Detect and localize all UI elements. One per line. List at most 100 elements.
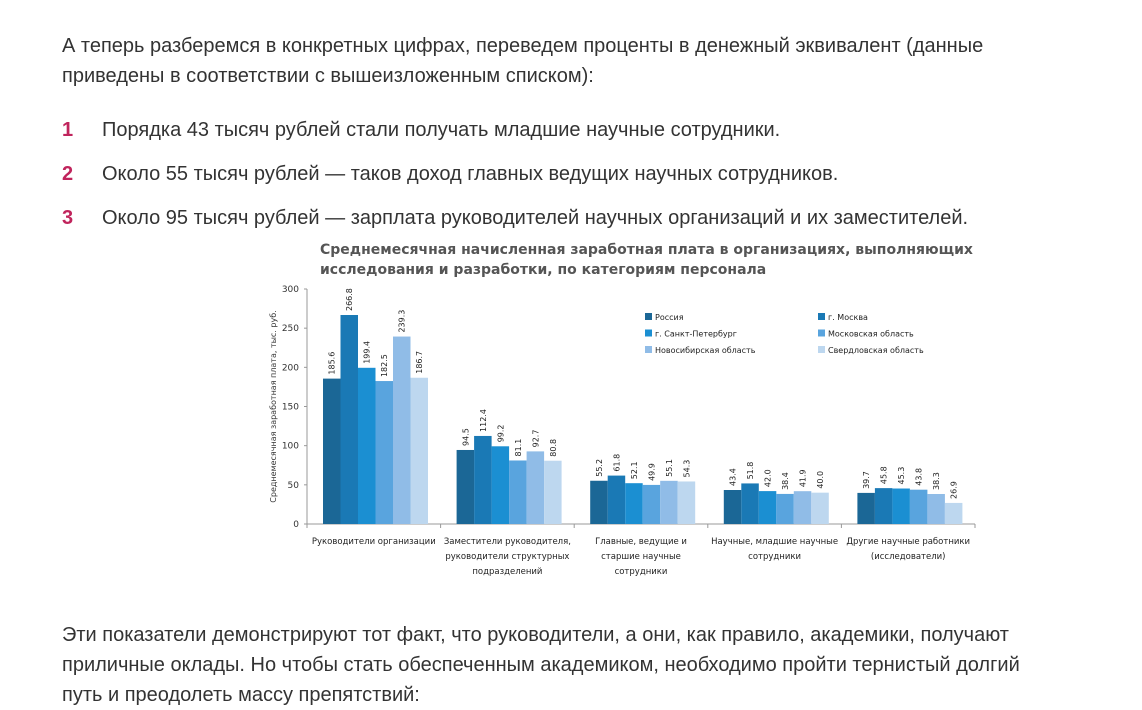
bar — [642, 484, 661, 524]
x-category-label: старшие научные — [601, 552, 681, 562]
data-label: 38.3 — [932, 472, 941, 490]
bar — [590, 480, 608, 524]
bar — [793, 491, 812, 524]
data-label: 266.8 — [345, 288, 354, 311]
y-axis-label: Среднемесячная заработная плата, тыс. ру… — [269, 310, 278, 502]
x-category-label: сотрудники — [748, 552, 801, 562]
bar — [677, 481, 696, 524]
bar — [323, 378, 341, 524]
bar — [526, 451, 545, 524]
data-label: 80.8 — [549, 439, 558, 457]
data-label: 99.2 — [496, 424, 505, 442]
data-label: 239.3 — [398, 310, 407, 333]
bar — [660, 480, 678, 524]
y-tick-label: 200 — [282, 363, 299, 373]
legend-label: Новосибирская область — [655, 346, 756, 355]
bar — [927, 493, 945, 524]
data-label: 40.0 — [816, 471, 825, 489]
bar — [723, 490, 742, 524]
data-label: 39.7 — [862, 471, 871, 489]
list-item: 3 Около 95 тысяч рублей — зарплата руково… — [62, 207, 968, 230]
bar — [358, 367, 376, 524]
data-label: 112.4 — [479, 409, 488, 432]
chart-title: Среднемесячная начисленная заработная пл… — [320, 242, 973, 258]
bar — [857, 492, 875, 524]
data-label: 61.8 — [612, 454, 621, 472]
outro-line-2: приличные оклады. Но чтобы стать обеспеч… — [62, 654, 1020, 676]
data-label: 94.5 — [461, 428, 470, 446]
legend-swatch — [645, 313, 652, 320]
bar — [909, 489, 928, 524]
bar — [456, 449, 475, 524]
y-tick-label: 300 — [282, 285, 299, 295]
outro-line-3: путь и преодолеть массу препятствий: — [62, 684, 420, 706]
legend-label: Свердловская область — [828, 346, 924, 355]
x-category-label: Главные, ведущие и — [595, 537, 687, 547]
data-label: 55.2 — [595, 459, 604, 477]
list-text: Около 55 тысяч рублей — таков доход глав… — [102, 163, 839, 185]
data-label: 43.4 — [729, 468, 738, 486]
legend-swatch — [818, 329, 825, 337]
bar — [892, 488, 910, 524]
data-label: 52.1 — [630, 461, 639, 479]
legend-label: Россия — [655, 313, 684, 322]
x-category-label: Другие научные работники — [846, 537, 970, 547]
bar — [607, 475, 626, 524]
bar — [741, 483, 759, 524]
bar — [410, 377, 428, 524]
chart-title: исследования и разработки, по категориям… — [320, 262, 766, 278]
x-category-label: Заместители руководителя, — [444, 537, 571, 547]
legend-swatch — [645, 346, 652, 353]
data-label: 45.8 — [880, 466, 889, 484]
list-number: 3 — [62, 207, 74, 229]
legend-swatch — [818, 346, 825, 353]
legend-swatch — [818, 313, 825, 320]
bar — [625, 483, 643, 524]
x-category-label: руководители структурных — [445, 552, 569, 562]
y-tick-label: 0 — [293, 520, 299, 530]
list-number: 2 — [62, 163, 74, 185]
x-category-label: подразделений — [472, 567, 542, 577]
intro-line-2: приведены в соответствии с вышеизложенны… — [62, 65, 594, 87]
legend-label: г. Москва — [828, 313, 868, 322]
bar — [474, 435, 492, 524]
intro-line-1: А теперь разберемся в конкретных цифрах,… — [62, 35, 984, 57]
data-label: 92.7 — [531, 430, 540, 448]
data-label: 185.6 — [328, 352, 337, 375]
list-item: 2 Около 55 тысяч рублей — таков доход гла… — [62, 163, 838, 186]
bar — [544, 460, 562, 524]
bar — [491, 446, 510, 524]
bar — [944, 502, 963, 524]
bar — [776, 493, 794, 524]
data-label: 54.3 — [682, 460, 691, 478]
y-tick-label: 100 — [282, 442, 299, 452]
list-item: 1 Порядка 43 тысяч рублей стали получать … — [62, 119, 780, 142]
data-label: 41.9 — [799, 469, 808, 487]
x-category-label: Руководители организации — [312, 537, 436, 547]
data-label: 38.4 — [781, 472, 790, 490]
data-label: 182.5 — [380, 354, 389, 377]
x-category-label: (исследователи) — [871, 552, 946, 562]
data-label: 81.1 — [514, 439, 523, 457]
outro-line-1: Эти показатели демонстрируют тот факт, ч… — [62, 624, 1009, 646]
bar — [340, 315, 358, 524]
y-tick-label: 250 — [282, 324, 299, 334]
legend-swatch — [645, 329, 652, 337]
data-label: 55.1 — [665, 459, 674, 477]
bar — [758, 491, 777, 524]
bar — [375, 381, 393, 524]
list-text: Порядка 43 тысяч рублей стали получать м… — [102, 119, 781, 141]
x-category-label: Научные, младшие научные — [711, 537, 838, 547]
salary-chart: Среднемесячная начисленная заработная пл… — [269, 242, 976, 577]
bar — [811, 492, 829, 524]
list-text: Около 95 тысяч рублей — зарплата руковод… — [102, 207, 969, 229]
data-label: 45.3 — [897, 467, 906, 485]
y-tick-label: 150 — [282, 403, 299, 413]
legend-label: г. Санкт-Петербург — [655, 330, 737, 339]
data-label: 51.8 — [746, 462, 755, 480]
y-tick-label: 50 — [288, 481, 300, 491]
list-number: 1 — [62, 119, 74, 141]
data-label: 199.4 — [363, 341, 372, 364]
data-label: 49.9 — [647, 463, 656, 481]
bar — [509, 460, 527, 524]
